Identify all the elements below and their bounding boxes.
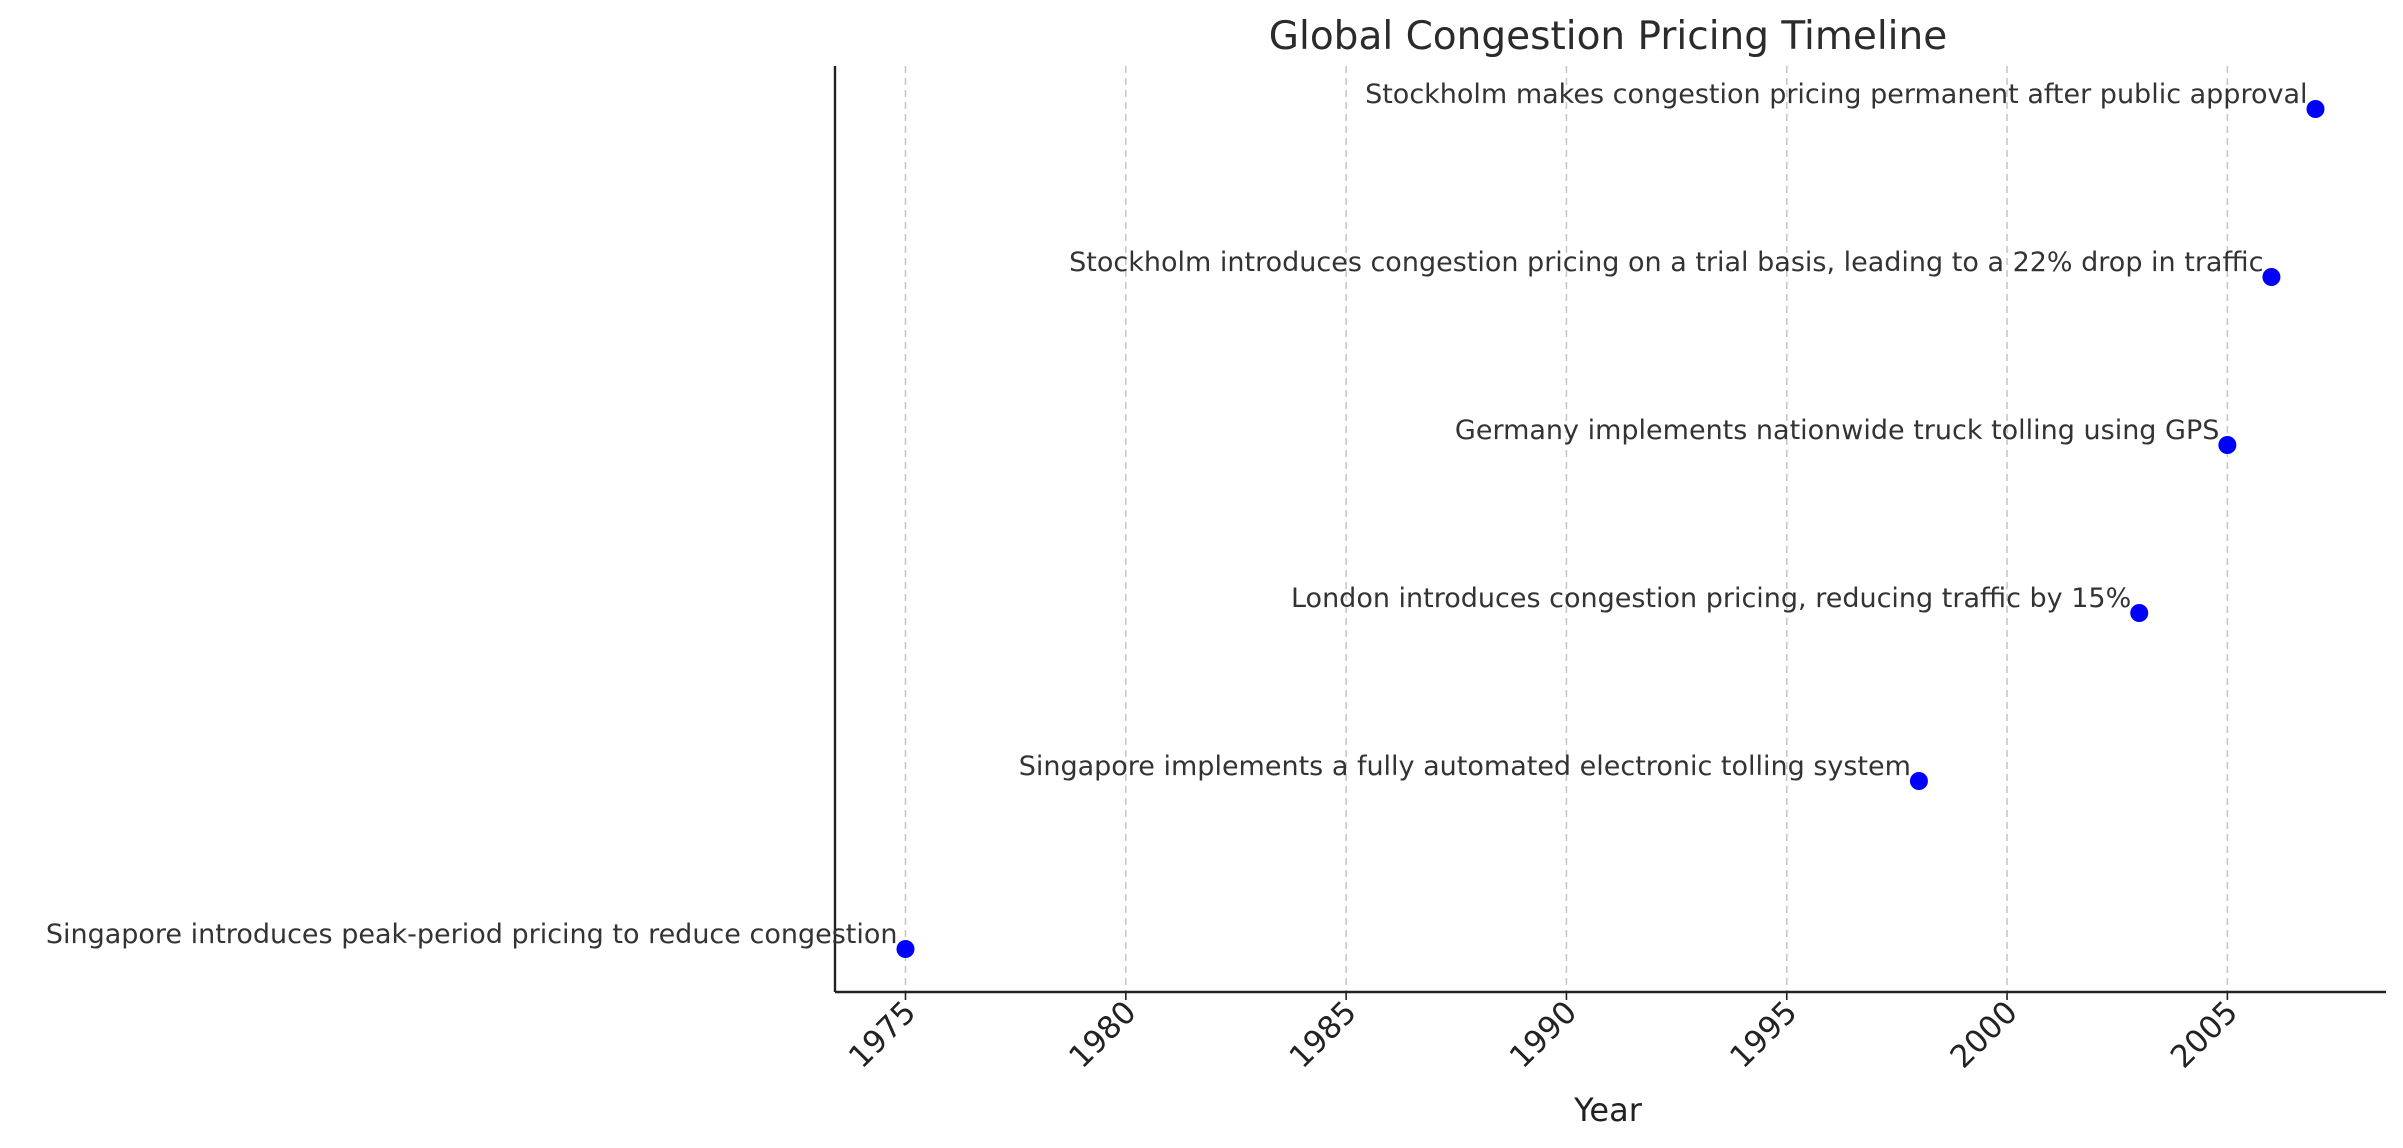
x-ticks: 1975 1980 1985 1990 1995 2000 2005 bbox=[842, 992, 2245, 1075]
event-point-2007 bbox=[2306, 100, 2325, 118]
tick-label-1975: 1975 bbox=[842, 994, 923, 1075]
event-labels: Singapore introduces peak-period pricing… bbox=[46, 79, 2308, 950]
event-label-2006: Stockholm introduces congestion pricing … bbox=[1069, 247, 2263, 278]
chart-title: Global Congestion Pricing Timeline bbox=[1269, 14, 1947, 59]
event-label-1975: Singapore introduces peak-period pricing… bbox=[46, 919, 898, 950]
x-axis-label: Year bbox=[1573, 1091, 1643, 1129]
tick-label-1990: 1990 bbox=[1503, 994, 1584, 1075]
event-label-2007: Stockholm makes congestion pricing perma… bbox=[1365, 79, 2307, 110]
event-label-2005: Germany implements nationwide truck toll… bbox=[1455, 415, 2219, 446]
event-point-2006 bbox=[2262, 268, 2281, 286]
event-label-1998: Singapore implements a fully automated e… bbox=[1019, 751, 1911, 782]
tick-label-1995: 1995 bbox=[1723, 994, 1804, 1075]
tick-label-1980: 1980 bbox=[1062, 994, 1143, 1075]
event-points bbox=[896, 100, 2325, 958]
event-point-1975 bbox=[896, 940, 915, 958]
axes bbox=[833, 66, 2386, 994]
tick-label-2005: 2005 bbox=[2164, 994, 2245, 1075]
tick-label-2000: 2000 bbox=[1943, 994, 2024, 1075]
grid-lines bbox=[904, 66, 2229, 992]
event-point-2003 bbox=[2130, 604, 2149, 622]
event-point-1998 bbox=[1909, 772, 1928, 790]
event-label-2003: London introduces congestion pricing, re… bbox=[1291, 583, 2131, 614]
event-point-2005 bbox=[2218, 436, 2237, 454]
tick-label-1985: 1985 bbox=[1283, 994, 1364, 1075]
